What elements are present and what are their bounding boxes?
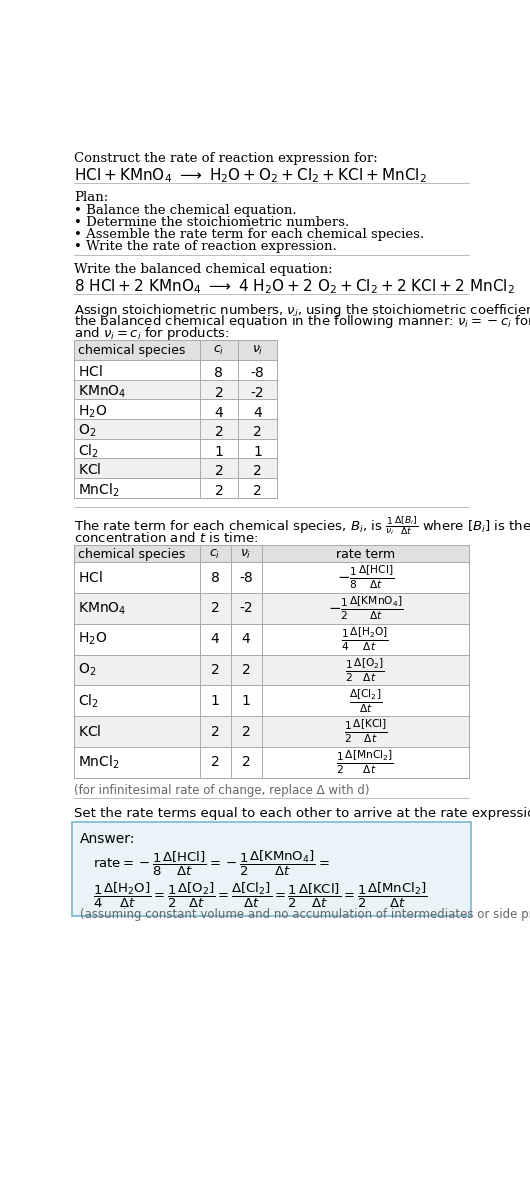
Text: $\frac{1}{2}\frac{\Delta[\mathrm{KCl}]}{\Delta t}$: $\frac{1}{2}\frac{\Delta[\mathrm{KCl}]}{…	[343, 718, 387, 745]
Bar	[74, 400, 277, 419]
Text: 1: 1	[253, 444, 262, 459]
Text: $\frac{1}{4}\frac{\Delta[\mathrm{H_2O}]}{\Delta t}$: $\frac{1}{4}\frac{\Delta[\mathrm{H_2O}]}…	[341, 625, 390, 653]
Text: $\nu_i$: $\nu_i$	[241, 548, 252, 561]
Text: $\mathrm{O_2}$: $\mathrm{O_2}$	[78, 423, 96, 439]
Text: 2: 2	[242, 663, 251, 677]
Bar	[74, 655, 469, 685]
Text: $-\frac{1}{2}\frac{\Delta[\mathrm{KMnO_4}]}{\Delta t}$: $-\frac{1}{2}\frac{\Delta[\mathrm{KMnO_4…	[328, 595, 403, 622]
Text: $\mathrm{MnCl_2}$: $\mathrm{MnCl_2}$	[78, 754, 120, 771]
Text: $\mathrm{Cl_2}$: $\mathrm{Cl_2}$	[78, 692, 99, 709]
Text: $\mathrm{MnCl_2}$: $\mathrm{MnCl_2}$	[78, 482, 120, 500]
Text: and $\nu_i = c_i$ for products:: and $\nu_i = c_i$ for products:	[74, 325, 229, 342]
Text: 2: 2	[210, 755, 219, 769]
Text: • Determine the stoichiometric numbers.: • Determine the stoichiometric numbers.	[74, 216, 349, 229]
Text: $\mathrm{8\ HCl + 2\ KMnO_4 \ \longrightarrow \ 4\ H_2O + 2\ O_2 + Cl_2 + 2\ KCl: $\mathrm{8\ HCl + 2\ KMnO_4 \ \longright…	[74, 277, 515, 296]
Text: • Balance the chemical equation.: • Balance the chemical equation.	[74, 203, 297, 217]
Bar	[74, 419, 277, 438]
Text: chemical species: chemical species	[78, 548, 186, 561]
Text: $\mathrm{rate} = -\dfrac{1}{8}\dfrac{\Delta[\mathrm{HCl}]}{\Delta t} = -\dfrac{1: $\mathrm{rate} = -\dfrac{1}{8}\dfrac{\De…	[93, 849, 330, 878]
Bar	[74, 438, 277, 459]
Text: 2: 2	[215, 425, 223, 439]
Text: 2: 2	[210, 602, 219, 615]
Text: $\mathrm{H_2O}$: $\mathrm{H_2O}$	[78, 403, 107, 420]
Text: (assuming constant volume and no accumulation of intermediates or side products): (assuming constant volume and no accumul…	[80, 908, 530, 921]
Bar	[74, 716, 469, 746]
Bar	[74, 341, 277, 360]
Text: 8: 8	[215, 366, 223, 380]
Text: $\mathrm{KMnO_4}$: $\mathrm{KMnO_4}$	[78, 601, 126, 616]
Text: -2: -2	[251, 385, 264, 400]
Text: the balanced chemical equation in the following manner: $\nu_i = -c_i$ for react: the balanced chemical equation in the fo…	[74, 313, 530, 330]
Text: 2: 2	[253, 465, 262, 478]
Text: $\frac{1}{2}\frac{\Delta[\mathrm{MnCl_2}]}{\Delta t}$: $\frac{1}{2}\frac{\Delta[\mathrm{MnCl_2}…	[337, 749, 394, 777]
Text: $\mathrm{KMnO_4}$: $\mathrm{KMnO_4}$	[78, 384, 126, 400]
Bar	[74, 685, 469, 716]
Text: 2: 2	[215, 484, 223, 498]
Text: $\mathrm{HCl}$: $\mathrm{HCl}$	[78, 571, 103, 585]
Text: Answer:: Answer:	[80, 832, 136, 845]
Text: $c_i$: $c_i$	[213, 343, 225, 356]
Text: 2: 2	[253, 484, 262, 498]
Bar	[74, 624, 469, 655]
Text: • Write the rate of reaction expression.: • Write the rate of reaction expression.	[74, 240, 337, 253]
Text: Write the balanced chemical equation:: Write the balanced chemical equation:	[74, 262, 333, 276]
Text: chemical species: chemical species	[78, 343, 186, 356]
Text: Plan:: Plan:	[74, 190, 108, 203]
Text: 1: 1	[210, 694, 219, 708]
Text: $\mathrm{HCl}$: $\mathrm{HCl}$	[78, 364, 103, 379]
Text: $\mathrm{H_2O}$: $\mathrm{H_2O}$	[78, 631, 107, 648]
Text: 2: 2	[242, 725, 251, 738]
Text: $-\frac{1}{8}\frac{\Delta[\mathrm{HCl}]}{\Delta t}$: $-\frac{1}{8}\frac{\Delta[\mathrm{HCl}]}…	[337, 563, 394, 591]
Text: Assign stoichiometric numbers, $\nu_i$, using the stoichiometric coefficients, $: Assign stoichiometric numbers, $\nu_i$, …	[74, 301, 530, 319]
Text: 1: 1	[215, 444, 223, 459]
Bar	[74, 459, 277, 478]
Text: -8: -8	[251, 366, 264, 380]
Text: $\mathrm{O_2}$: $\mathrm{O_2}$	[78, 662, 96, 678]
Text: 8: 8	[210, 571, 219, 585]
Text: $\dfrac{1}{4}\dfrac{\Delta[\mathrm{H_2O}]}{\Delta t} = \dfrac{1}{2}\dfrac{\Delta: $\dfrac{1}{4}\dfrac{\Delta[\mathrm{H_2O}…	[93, 881, 428, 910]
Text: 1: 1	[242, 694, 251, 708]
FancyBboxPatch shape	[73, 822, 471, 916]
Text: $\mathrm{KCl}$: $\mathrm{KCl}$	[78, 724, 101, 739]
Text: • Assemble the rate term for each chemical species.: • Assemble the rate term for each chemic…	[74, 228, 424, 241]
Text: (for infinitesimal rate of change, replace Δ with d): (for infinitesimal rate of change, repla…	[74, 784, 369, 797]
Text: $\mathrm{HCl + KMnO_4 \ \longrightarrow \ H_2O + O_2 + Cl_2 + KCl + MnCl_2}$: $\mathrm{HCl + KMnO_4 \ \longrightarrow …	[74, 166, 427, 184]
Text: 2: 2	[215, 385, 223, 400]
Bar	[74, 746, 469, 778]
Bar	[74, 379, 277, 400]
Text: $\frac{\Delta[\mathrm{Cl_2}]}{\Delta t}$: $\frac{\Delta[\mathrm{Cl_2}]}{\Delta t}$	[349, 687, 382, 715]
Bar	[74, 478, 277, 497]
Text: 2: 2	[253, 425, 262, 439]
Text: 4: 4	[242, 632, 251, 647]
Text: -8: -8	[239, 571, 253, 585]
Text: $\nu_i$: $\nu_i$	[252, 343, 263, 356]
Text: 4: 4	[210, 632, 219, 647]
Text: $\frac{1}{2}\frac{\Delta[\mathrm{O_2}]}{\Delta t}$: $\frac{1}{2}\frac{\Delta[\mathrm{O_2}]}{…	[346, 656, 385, 684]
Bar	[74, 360, 277, 379]
Text: Set the rate terms equal to each other to arrive at the rate expression:: Set the rate terms equal to each other t…	[74, 807, 530, 820]
Bar	[74, 545, 469, 562]
Text: The rate term for each chemical species, $B_i$, is $\frac{1}{\nu_i}\frac{\Delta[: The rate term for each chemical species,…	[74, 514, 530, 537]
Text: Construct the rate of reaction expression for:: Construct the rate of reaction expressio…	[74, 152, 378, 165]
Text: 2: 2	[210, 725, 219, 738]
Bar	[74, 562, 469, 594]
Text: -2: -2	[239, 602, 253, 615]
Text: 4: 4	[253, 406, 262, 419]
Text: 2: 2	[242, 755, 251, 769]
Text: 2: 2	[215, 465, 223, 478]
Text: 4: 4	[215, 406, 223, 419]
Text: 2: 2	[210, 663, 219, 677]
Text: $\mathrm{Cl_2}$: $\mathrm{Cl_2}$	[78, 443, 99, 460]
Text: $\mathrm{KCl}$: $\mathrm{KCl}$	[78, 462, 101, 477]
Bar	[74, 594, 469, 624]
Text: concentration and $t$ is time:: concentration and $t$ is time:	[74, 531, 258, 545]
Text: $c_i$: $c_i$	[209, 548, 220, 561]
Text: rate term: rate term	[336, 548, 395, 561]
